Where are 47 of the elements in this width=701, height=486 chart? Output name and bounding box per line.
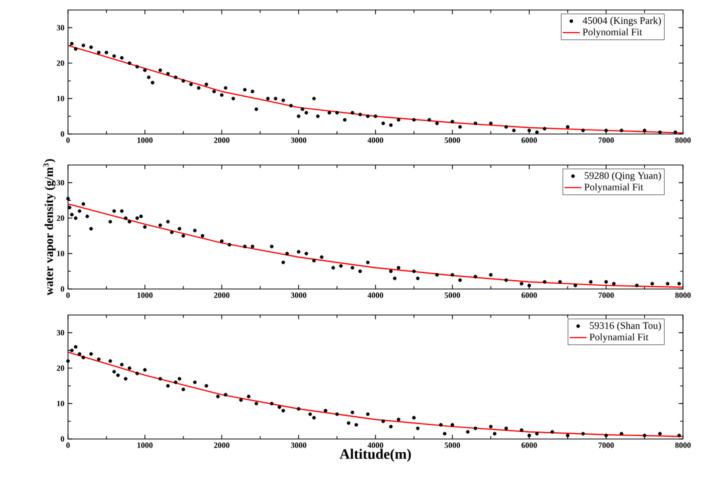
x-tick-label: 1000 — [138, 442, 153, 448]
y-tick-label: 0 — [60, 436, 64, 442]
legend-label: Polynamial Fit — [584, 183, 644, 192]
x-tick-label: 8000 — [675, 292, 691, 298]
x-tick-label: 2000 — [214, 138, 230, 143]
legend-label: Polynamial Fit — [590, 333, 648, 342]
y-tick-label: 10 — [57, 400, 64, 406]
x-tick-label: 8000 — [675, 442, 691, 448]
x-axis-title: Altitude(m) — [340, 448, 411, 462]
x-tick-label: 7000 — [598, 138, 614, 143]
y-axis-title: water vapor density (g/m$^{3}$) — [43, 159, 56, 296]
x-tick-label: 6000 — [522, 138, 537, 143]
x-tick-label: 4000 — [368, 442, 384, 448]
x-tick-label: 5000 — [444, 292, 460, 298]
legend-label: 59316 (Shan Tou) — [590, 322, 661, 331]
x-tick-label: 4000 — [368, 292, 384, 298]
legend-label: Polynomial Fit — [582, 28, 642, 38]
y-tick-label: 30 — [56, 180, 64, 186]
x-tick-label: 6000 — [522, 442, 537, 448]
y-tick-label: 10 — [57, 250, 64, 256]
legend-label: 45004 (Kings Park) — [582, 16, 661, 26]
x-tick-label: 0 — [66, 292, 70, 298]
x-tick-label: 1000 — [138, 138, 153, 143]
y-tick-label: 0 — [60, 131, 64, 137]
x-tick-label: 3000 — [290, 292, 306, 298]
x-tick-label: 7000 — [598, 292, 614, 298]
x-tick-label: 8000 — [675, 138, 691, 143]
y-tick-label: 20 — [56, 60, 64, 66]
x-tick-label: 2000 — [214, 442, 230, 448]
x-tick-label: 3000 — [290, 442, 306, 448]
x-tick-label: 4000 — [368, 138, 384, 143]
x-tick-label: 1000 — [138, 292, 153, 298]
y-tick-label: 20 — [56, 215, 64, 221]
x-tick-label: 2000 — [214, 292, 230, 298]
y-tick-label: 30 — [56, 25, 64, 30]
x-tick-label: 6000 — [522, 292, 537, 298]
x-tick-label: 3000 — [290, 138, 306, 143]
y-tick-label: 10 — [57, 96, 64, 102]
x-tick-label: 5000 — [444, 442, 460, 448]
legend-label: 59280 (Qing Yuan) — [584, 172, 661, 182]
y-tick-label: 30 — [56, 330, 64, 336]
x-tick-label: 7000 — [598, 442, 614, 448]
y-tick-label: 0 — [60, 286, 64, 292]
x-tick-label: 0 — [66, 442, 70, 448]
x-tick-label: 0 — [66, 138, 70, 143]
y-tick-label: 20 — [56, 365, 64, 371]
x-tick-label: 5000 — [444, 138, 460, 143]
